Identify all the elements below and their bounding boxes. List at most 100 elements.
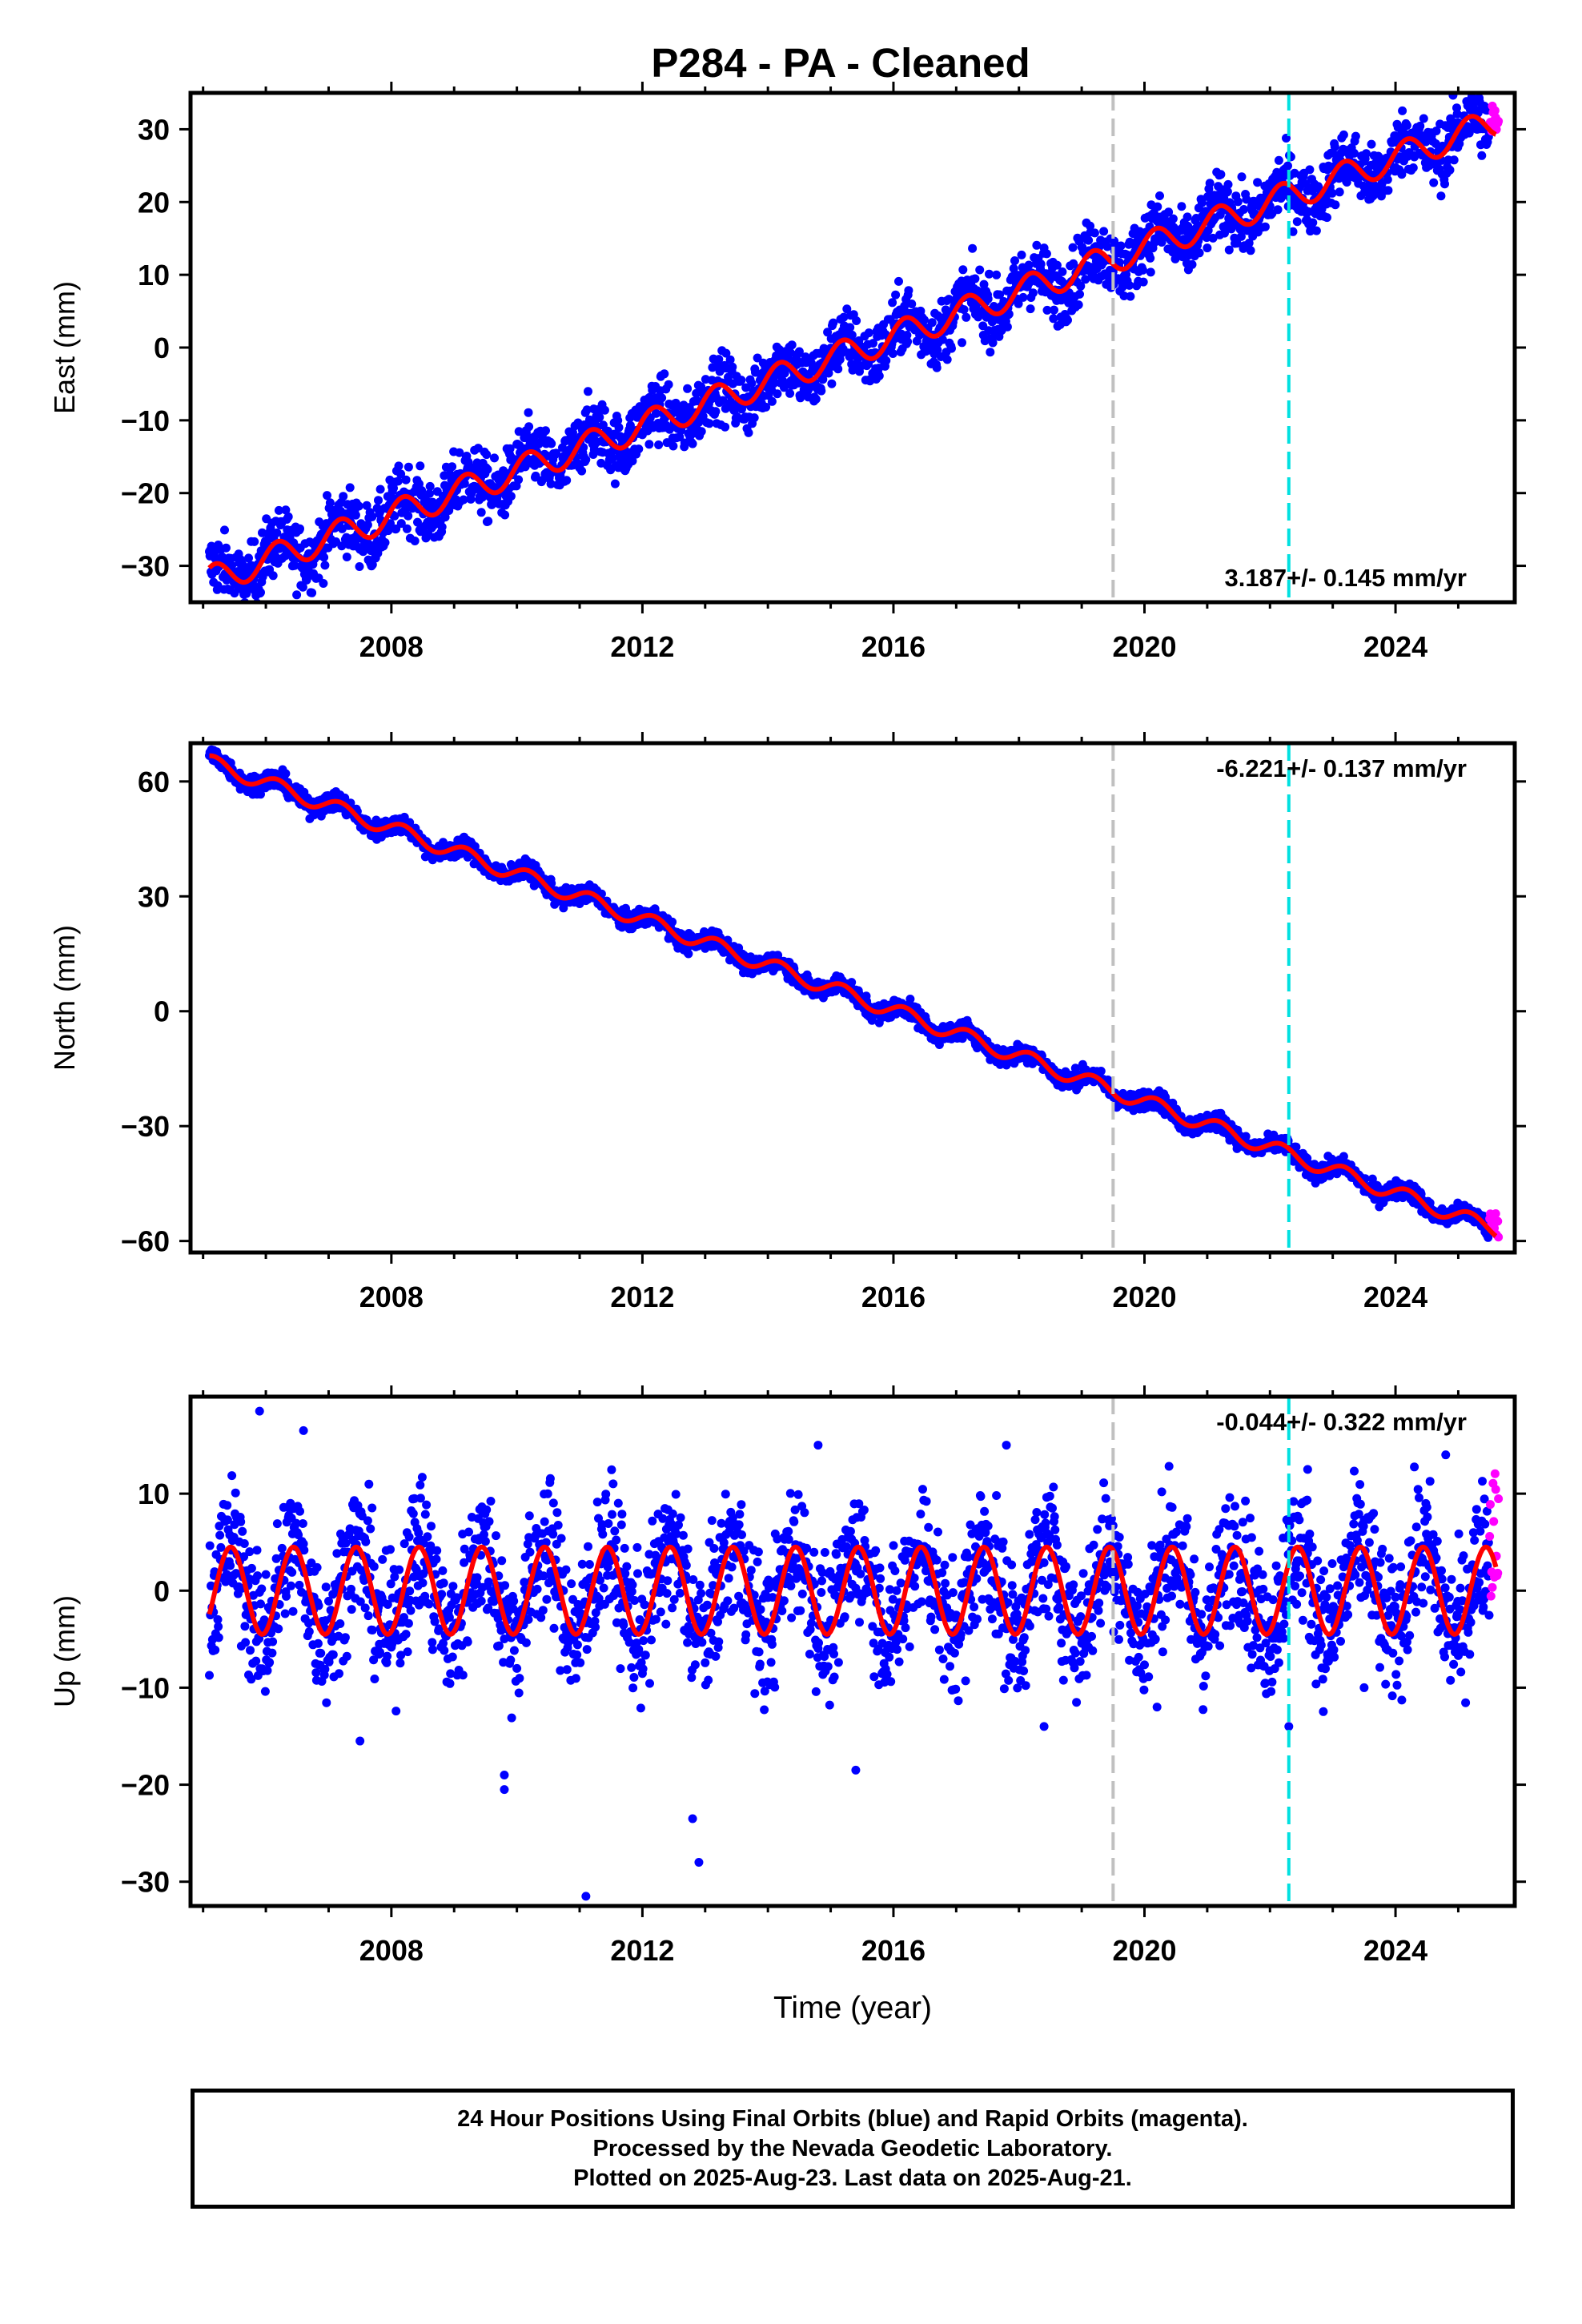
data-point — [547, 439, 556, 448]
data-point — [342, 553, 351, 561]
data-point — [404, 511, 413, 521]
data-point — [1244, 239, 1254, 247]
data-point — [274, 505, 283, 515]
data-point — [1014, 299, 1023, 308]
data-point — [396, 519, 406, 529]
data-point — [718, 396, 728, 405]
data-point — [524, 422, 534, 432]
data-point — [947, 344, 956, 353]
data-point — [1197, 198, 1207, 207]
data-point — [1010, 256, 1019, 265]
data-point — [769, 379, 778, 388]
data-point — [1153, 202, 1162, 211]
data-point — [1308, 218, 1318, 227]
data-point — [824, 368, 833, 378]
data-point — [1170, 254, 1180, 263]
plot-area — [205, 93, 1504, 618]
data-point — [1042, 249, 1051, 259]
data-point — [1367, 139, 1376, 149]
x-tick-label: 2020 — [1112, 630, 1176, 663]
data-point — [1068, 243, 1078, 252]
data-point — [1036, 259, 1046, 269]
data-point — [688, 439, 697, 448]
data-point — [320, 561, 330, 570]
data-point — [932, 363, 942, 372]
data-point — [708, 363, 717, 372]
data-point — [1223, 187, 1232, 196]
data-point — [1017, 250, 1026, 259]
data-point — [1026, 304, 1035, 314]
data-point — [817, 386, 826, 396]
data-point — [1253, 178, 1263, 187]
data-point — [675, 432, 685, 442]
data-point — [1126, 292, 1135, 301]
data-point — [660, 369, 669, 379]
data-point — [363, 520, 372, 529]
data-point — [362, 501, 371, 510]
panel-east: 2008 2012 2016 2020 2024−30−20−100102030East… — [48, 82, 1526, 663]
data-point — [811, 394, 821, 404]
data-point — [962, 312, 971, 322]
data-point — [1168, 214, 1178, 223]
data-point — [749, 413, 759, 423]
data-point — [613, 416, 623, 425]
data-point — [721, 422, 730, 432]
data-point — [1452, 109, 1462, 119]
data-point — [417, 486, 427, 495]
data-point — [568, 428, 577, 437]
data-point — [1273, 205, 1283, 215]
data-point — [628, 456, 637, 466]
y-tick-label: 0 — [154, 332, 170, 364]
data-point — [1090, 228, 1099, 238]
data-point — [383, 526, 393, 536]
plot-area — [205, 743, 1504, 1252]
data-point — [970, 274, 980, 283]
data-point — [705, 419, 714, 428]
data-point — [230, 589, 239, 598]
data-point — [256, 790, 265, 799]
final-orbit-points — [205, 745, 1494, 1242]
data-point — [1445, 165, 1455, 175]
data-point — [833, 364, 843, 374]
data-point — [380, 538, 390, 547]
data-point — [402, 524, 412, 533]
data-point — [907, 300, 917, 308]
data-point — [295, 524, 304, 533]
data-point — [1440, 179, 1449, 189]
data-point — [1274, 155, 1283, 165]
data-point — [794, 347, 804, 356]
data-point — [1323, 213, 1331, 223]
data-point — [245, 609, 254, 618]
data-point — [272, 528, 282, 537]
data-point — [614, 423, 624, 432]
data-point — [1408, 163, 1418, 172]
data-point — [1125, 280, 1134, 290]
data-point — [1449, 155, 1459, 165]
data-point — [1233, 197, 1243, 207]
chart-title: P284 - PA - Cleaned — [651, 40, 1030, 86]
data-point — [1288, 227, 1298, 236]
data-point — [1246, 246, 1255, 255]
data-point — [367, 512, 377, 521]
data-point — [1119, 292, 1129, 300]
data-point — [1339, 130, 1348, 139]
data-point — [894, 276, 903, 286]
data-point — [600, 405, 609, 415]
data-point — [684, 949, 693, 959]
data-point — [711, 407, 721, 416]
data-point — [958, 338, 966, 348]
data-point — [1099, 227, 1109, 236]
data-point — [1397, 170, 1407, 179]
data-point — [657, 393, 667, 403]
data-point — [345, 483, 355, 493]
data-point — [541, 426, 550, 436]
y-tick-label: 10 — [138, 259, 170, 292]
data-point — [290, 561, 299, 570]
data-point — [1114, 258, 1124, 267]
data-point — [482, 450, 492, 460]
data-point — [869, 339, 877, 348]
data-point — [546, 479, 556, 489]
data-point — [1138, 265, 1147, 275]
data-point — [737, 376, 746, 385]
data-point — [1327, 188, 1337, 198]
